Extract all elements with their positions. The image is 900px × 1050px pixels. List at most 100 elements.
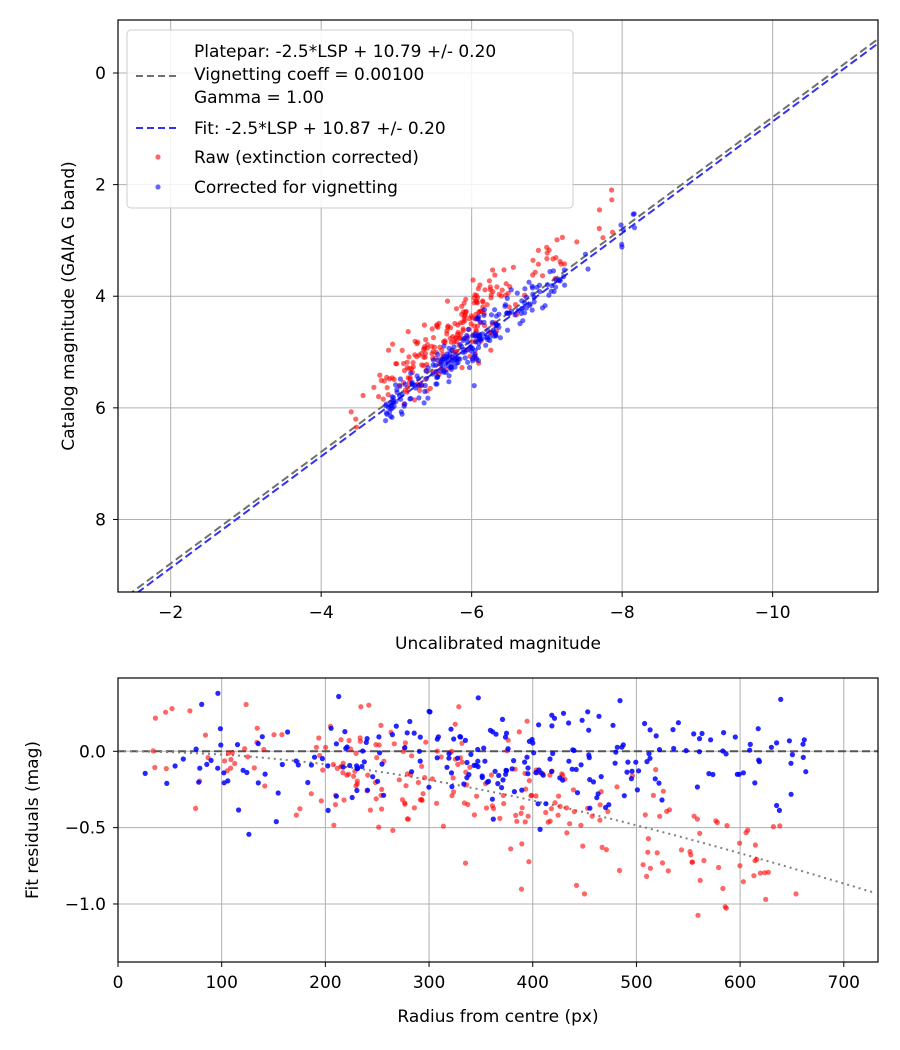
raw-residual-point (605, 808, 611, 815)
raw-residual-point (417, 797, 423, 803)
corrected-residual-point (529, 736, 535, 743)
corrected-point (388, 413, 394, 419)
raw-point (354, 424, 360, 430)
raw-residual-point (701, 857, 707, 864)
raw-residual-point (261, 746, 267, 753)
corrected-residual-point (336, 693, 342, 700)
raw-residual-point (405, 816, 411, 822)
corrected-residual-point (511, 789, 517, 795)
corrected-residual-point (426, 784, 432, 790)
corrected-point (492, 307, 498, 313)
corrected-residual-point (671, 745, 677, 752)
corrected-residual-point (325, 807, 331, 814)
corrected-point (416, 395, 422, 401)
raw-residual-point (548, 806, 555, 812)
raw-point (442, 338, 448, 344)
raw-point (412, 338, 418, 344)
raw-point (401, 360, 407, 367)
corrected-residual-point (747, 747, 753, 753)
raw-point (416, 352, 422, 358)
raw-residual-point (665, 868, 671, 874)
corrected-residual-point (503, 730, 510, 736)
raw-point (454, 331, 461, 337)
raw-residual-point (555, 812, 561, 818)
corrected-residual-point (411, 730, 417, 736)
corrected-point (461, 346, 467, 353)
corrected-residual-point (475, 746, 481, 753)
raw-point (462, 318, 468, 324)
corrected-point (548, 288, 554, 294)
raw-point (476, 309, 482, 315)
raw-point (412, 352, 418, 358)
raw-point (406, 354, 412, 360)
bottom-x-tick-label: 100 (205, 973, 237, 993)
corrected-residual-point (354, 763, 360, 769)
corrected-point (446, 379, 452, 385)
corrected-point (468, 344, 474, 350)
raw-residual-point (422, 775, 428, 781)
corrected-residual-point (475, 758, 481, 764)
raw-point (574, 239, 580, 245)
corrected-residual-point (537, 826, 543, 833)
raw-point (488, 292, 494, 298)
corrected-residual-point (675, 720, 682, 726)
raw-point (473, 298, 479, 304)
corrected-residual-point (416, 748, 422, 754)
raw-residual-point (187, 708, 193, 714)
raw-residual-point (751, 873, 757, 879)
corrected-point (466, 364, 473, 371)
raw-point (423, 337, 429, 343)
corrected-residual-point (457, 734, 463, 740)
raw-residual-point (688, 852, 694, 858)
corrected-residual-point (402, 745, 408, 751)
raw-residual-point (402, 740, 408, 746)
legend-platepar-line2: Vignetting coeff = 0.00100 (194, 65, 424, 85)
raw-point (530, 272, 536, 278)
corrected-point (489, 319, 495, 325)
raw-residual-point (516, 729, 522, 735)
raw-residual-point (533, 793, 539, 799)
raw-residual-point (373, 742, 379, 748)
raw-point (429, 343, 435, 349)
corrected-point (471, 383, 477, 389)
raw-residual-point (374, 755, 380, 761)
raw-point (596, 207, 603, 213)
corrected-residual-point (560, 710, 567, 716)
raw-residual-point (420, 791, 426, 797)
corrected-point (390, 394, 396, 400)
corrected-residual-point (311, 754, 318, 760)
corrected-residual-point (587, 805, 593, 811)
raw-point (406, 366, 412, 372)
corrected-point (504, 310, 510, 316)
raw-residual-point (689, 859, 695, 865)
bottom-y-axis-label: Fit residuals (mag) (23, 741, 43, 899)
raw-residual-point (308, 791, 314, 797)
corrected-residual-point (570, 747, 576, 753)
bottom-x-ticks: 0 100 200 300 400 500 600 700 (113, 962, 860, 993)
corrected-residual-point (164, 780, 170, 787)
corrected-residual-point (525, 771, 531, 777)
corrected-residual-point (333, 741, 339, 747)
corrected-residual-point (455, 755, 461, 761)
raw-point (421, 322, 427, 328)
raw-residual-point (367, 807, 373, 813)
raw-residual-point (644, 873, 650, 880)
corrected-residual-point (587, 777, 593, 783)
raw-point (506, 304, 512, 310)
corrected-point (488, 312, 494, 318)
legend-raw-marker (155, 154, 161, 160)
raw-residual-point (526, 859, 532, 865)
corrected-residual-point (652, 776, 658, 782)
corrected-residual-point (221, 770, 227, 776)
corrected-residual-point (531, 750, 537, 756)
raw-residual-point (616, 867, 623, 874)
corrected-residual-point (364, 787, 371, 793)
raw-residual-point (777, 823, 783, 829)
corrected-residual-point (549, 768, 555, 775)
corrected-point (388, 406, 394, 412)
corrected-residual-point (197, 765, 203, 771)
raw-point (371, 384, 377, 390)
raw-point (610, 229, 616, 235)
corrected-residual-point (434, 736, 440, 742)
corrected-residual-point (285, 729, 291, 735)
